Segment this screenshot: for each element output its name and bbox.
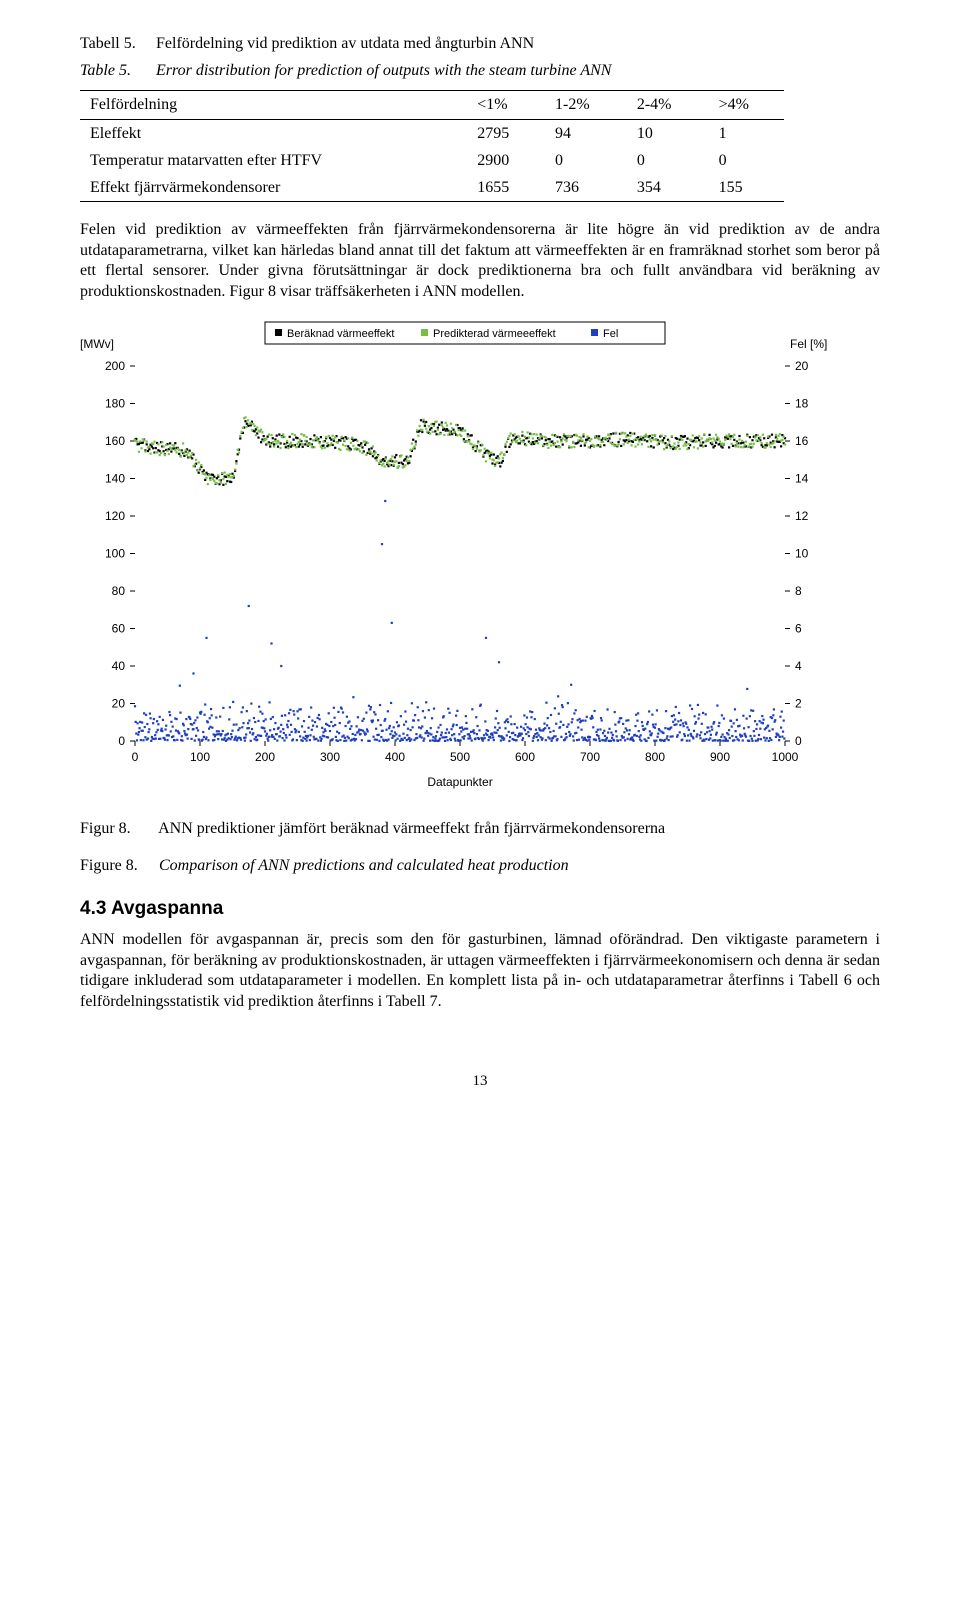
svg-text:Fel [%]: Fel [%]: [790, 337, 827, 351]
svg-text:8: 8: [795, 584, 802, 598]
svg-text:500: 500: [450, 750, 470, 764]
svg-text:16: 16: [795, 434, 809, 448]
caption-text: ANN prediktioner jämfört beräknad värmee…: [158, 820, 665, 837]
svg-text:2: 2: [795, 697, 802, 711]
svg-text:40: 40: [112, 659, 126, 673]
svg-text:60: 60: [112, 622, 126, 636]
table-cell: 1: [709, 119, 784, 147]
svg-text:160: 160: [105, 434, 125, 448]
svg-text:400: 400: [385, 750, 405, 764]
section-heading: 4.3 Avgaspanna: [80, 898, 880, 921]
caption-label: Table 5.: [80, 61, 152, 80]
caption-text: Comparison of ANN predictions and calcul…: [159, 857, 569, 874]
svg-text:100: 100: [105, 547, 125, 561]
svg-text:[MWv]: [MWv]: [80, 337, 114, 351]
svg-text:1000: 1000: [772, 750, 799, 764]
figure-caption-en: Figure 8. Comparison of ANN predictions …: [80, 856, 880, 875]
svg-text:10: 10: [795, 547, 809, 561]
table-row: Temperatur matarvatten efter HTFV2900000: [80, 147, 784, 174]
caption-text: Felfördelning vid prediktion av utdata m…: [156, 35, 534, 52]
svg-text:140: 140: [105, 472, 125, 486]
body-paragraph-2: ANN modellen för avgaspannan är, precis …: [80, 930, 880, 1012]
caption-label: Tabell 5.: [80, 34, 152, 53]
chart-container: 0204060801001201401601802000246810121416…: [80, 316, 880, 801]
svg-text:0: 0: [132, 750, 139, 764]
caption-text: Error distribution for prediction of out…: [156, 62, 611, 79]
svg-text:120: 120: [105, 509, 125, 523]
figure-caption-sv: Figur 8. ANN prediktioner jämfört beräkn…: [80, 819, 880, 838]
table-cell: 354: [627, 174, 709, 202]
svg-text:800: 800: [645, 750, 665, 764]
svg-text:300: 300: [320, 750, 340, 764]
table-caption-sv: Tabell 5. Felfördelning vid prediktion a…: [80, 34, 880, 53]
prediction-chart: 0204060801001201401601802000246810121416…: [80, 316, 840, 796]
svg-text:180: 180: [105, 397, 125, 411]
error-distribution-table: Felfördelning<1%1-2%2-4%>4% Eleffekt2795…: [80, 90, 784, 202]
svg-text:4: 4: [795, 659, 802, 673]
svg-text:100: 100: [190, 750, 210, 764]
svg-text:0: 0: [795, 734, 802, 748]
table-header: Felfördelning: [80, 91, 467, 119]
table-header: 2-4%: [627, 91, 709, 119]
svg-text:0: 0: [118, 734, 125, 748]
table-header: <1%: [467, 91, 545, 119]
table-cell: 10: [627, 119, 709, 147]
svg-text:900: 900: [710, 750, 730, 764]
svg-text:12: 12: [795, 509, 809, 523]
table-cell: 2795: [467, 119, 545, 147]
caption-label: Figur 8.: [80, 819, 155, 838]
svg-text:Beräknad värmeeffekt: Beräknad värmeeffekt: [287, 328, 394, 340]
table-header: 1-2%: [545, 91, 627, 119]
svg-text:200: 200: [105, 359, 125, 373]
caption-label: Figure 8.: [80, 856, 155, 875]
body-paragraph-1: Felen vid prediktion av värmeeffekten fr…: [80, 220, 880, 302]
table-header: >4%: [709, 91, 784, 119]
table-cell: 0: [709, 147, 784, 174]
section-number: 4.3: [80, 898, 106, 919]
table-cell: 0: [627, 147, 709, 174]
svg-text:600: 600: [515, 750, 535, 764]
table-cell: 2900: [467, 147, 545, 174]
svg-text:80: 80: [112, 584, 126, 598]
table-row: Eleffekt279594101: [80, 119, 784, 147]
svg-text:20: 20: [795, 359, 809, 373]
svg-text:Fel: Fel: [603, 328, 618, 340]
svg-text:200: 200: [255, 750, 275, 764]
table-cell: Effekt fjärrvärmekondensorer: [80, 174, 467, 202]
table-caption-en: Table 5. Error distribution for predicti…: [80, 61, 880, 80]
table-cell: 1655: [467, 174, 545, 202]
svg-text:6: 6: [795, 622, 802, 636]
table-row: Effekt fjärrvärmekondensorer165573635415…: [80, 174, 784, 202]
svg-text:14: 14: [795, 472, 809, 486]
table-cell: 155: [709, 174, 784, 202]
svg-text:Predikterad värmeeeffekt: Predikterad värmeeeffekt: [433, 328, 556, 340]
svg-text:20: 20: [112, 697, 126, 711]
svg-text:Datapunkter: Datapunkter: [427, 775, 492, 789]
svg-text:700: 700: [580, 750, 600, 764]
svg-text:18: 18: [795, 397, 809, 411]
section-title: Avgaspanna: [111, 898, 223, 919]
table-cell: 736: [545, 174, 627, 202]
page-number: 13: [80, 1072, 880, 1090]
table-cell: Temperatur matarvatten efter HTFV: [80, 147, 467, 174]
table-cell: 0: [545, 147, 627, 174]
table-cell: Eleffekt: [80, 119, 467, 147]
table-cell: 94: [545, 119, 627, 147]
